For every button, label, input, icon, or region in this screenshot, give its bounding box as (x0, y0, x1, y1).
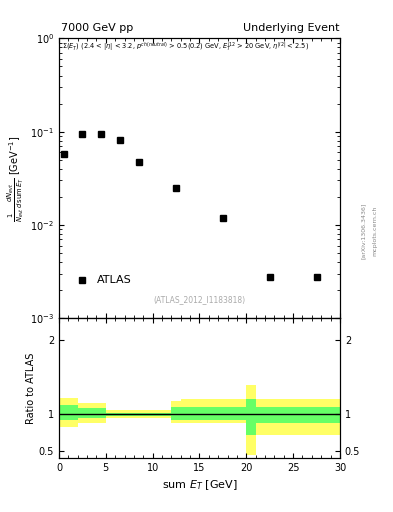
Bar (246, 399, 256, 435)
Text: mcplots.cern.ch: mcplots.cern.ch (373, 205, 378, 255)
Bar (106, 413, 171, 416)
Text: 7000 GeV pp: 7000 GeV pp (61, 23, 133, 33)
Bar (59, 398, 78, 428)
Bar (171, 407, 181, 420)
Text: Underlying Event: Underlying Event (243, 23, 340, 33)
X-axis label: sum $E_T$ [GeV]: sum $E_T$ [GeV] (162, 479, 237, 493)
Bar (181, 407, 246, 420)
Bar (181, 399, 246, 423)
Bar (78, 403, 106, 423)
Text: $\Sigma(E_T)$ (2.4 < |$\eta$| < 3.2, $p^{ch(neutral)}$ > 0.5(0.2) GeV, $E_T^{l12: $\Sigma(E_T)$ (2.4 < |$\eta$| < 3.2, $p^… (62, 40, 309, 53)
Bar (256, 407, 340, 423)
Bar (171, 401, 181, 423)
Text: (ATLAS_2012_I1183818): (ATLAS_2012_I1183818) (153, 295, 246, 304)
Bar (256, 399, 340, 435)
Y-axis label: Ratio to ATLAS: Ratio to ATLAS (26, 353, 36, 424)
Text: [arXiv:1306.3436]: [arXiv:1306.3436] (361, 202, 366, 259)
Bar (78, 408, 106, 418)
Bar (246, 385, 256, 455)
Y-axis label: $\frac{1}{N_{evt}}\frac{dN_{evt}}{d\,\mathrm{sum}\,E_T}$ [GeV$^{-1}$]: $\frac{1}{N_{evt}}\frac{dN_{evt}}{d\,\ma… (5, 135, 26, 222)
Bar (59, 405, 78, 420)
Text: ATLAS: ATLAS (96, 274, 131, 285)
Bar (106, 410, 171, 418)
